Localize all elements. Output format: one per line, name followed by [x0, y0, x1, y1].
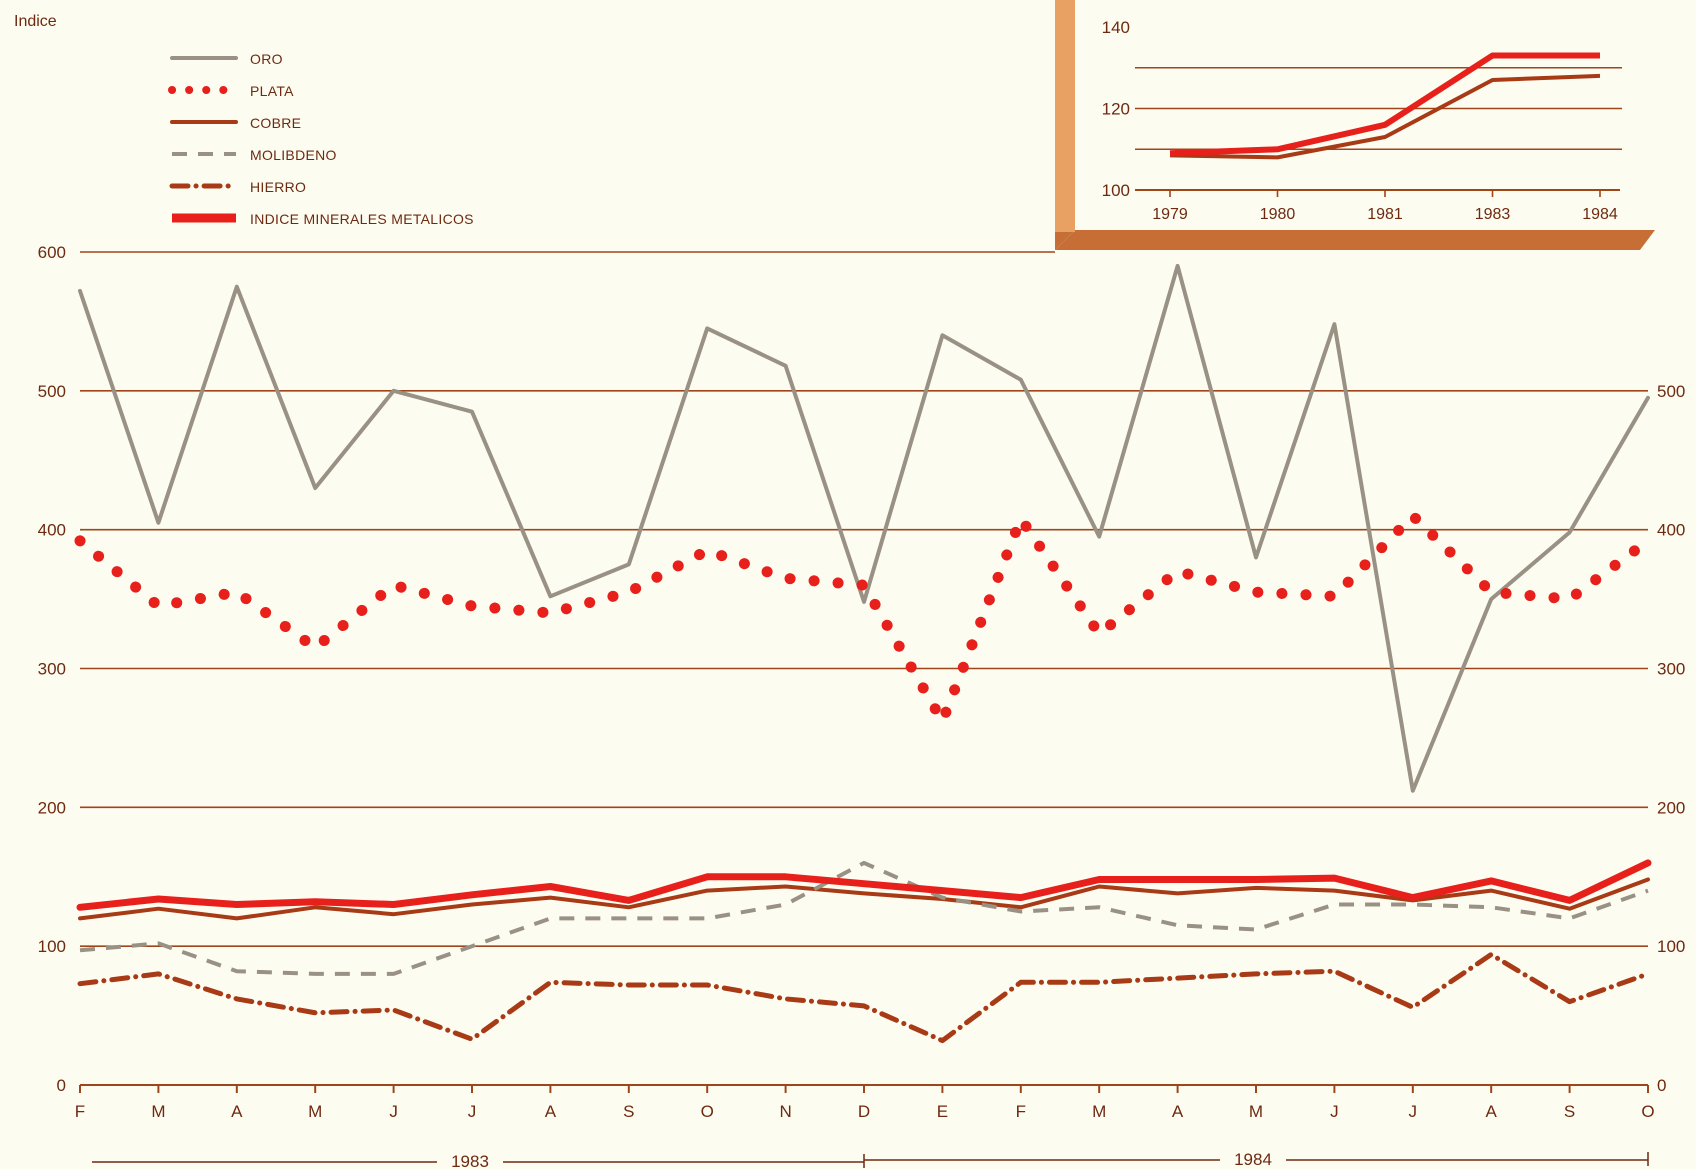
series-line-cobre: [78, 877, 1650, 921]
x-tick-label: N: [779, 1102, 791, 1121]
x-tick-label: O: [701, 1102, 714, 1121]
x-tick-label: J: [1330, 1102, 1339, 1121]
x-tick-label: J: [468, 1102, 477, 1121]
y-tick-label-left: 200: [38, 798, 66, 817]
legend-label: MOLIBDENO: [250, 147, 337, 163]
inset-x-tick-label: 1981: [1367, 206, 1403, 223]
series-line-hierro: [77, 952, 1651, 1044]
series-line-molibdeno: [79, 860, 1649, 976]
y-axis-title: Indice: [14, 13, 57, 30]
x-tick-label: F: [1016, 1102, 1026, 1121]
x-tick-label: M: [308, 1102, 322, 1121]
main-axes: F M A M J J A S O N D E F M A M J J A S O0100200300400500600…: [14, 13, 1685, 1169]
inset-x-tick-label: 1984: [1582, 206, 1618, 223]
series-line-indice-minerales-metalicos: [76, 859, 1652, 911]
inset-x-tick-label: 1980: [1260, 206, 1296, 223]
legend-label: PLATA: [250, 83, 294, 99]
x-tick-label: F: [75, 1102, 85, 1121]
x-tick-label: M: [151, 1102, 165, 1121]
inset-y-tick-label: 100: [1102, 181, 1130, 200]
x-tick-label: J: [389, 1102, 398, 1121]
year-label-1984: 1984: [1234, 1150, 1272, 1169]
inset-frame-side: [1055, 0, 1075, 232]
inset-panel: [1055, 0, 1655, 250]
inset-y-tick-label: 140: [1102, 18, 1130, 37]
x-tick-label: A: [231, 1102, 243, 1121]
year-label-1983: 1983: [451, 1152, 489, 1169]
series-line-plata: [74, 510, 1654, 727]
x-tick-label: S: [623, 1102, 634, 1121]
y-tick-label-left: 400: [38, 521, 66, 540]
x-tick-label: A: [545, 1102, 557, 1121]
x-tick-label: A: [1486, 1102, 1498, 1121]
x-tick-label: A: [1172, 1102, 1184, 1121]
inset-chart: 100 120 140 1979 1980 1981 1983 1984: [1102, 18, 1622, 223]
main-series-group: [74, 263, 1654, 1044]
inset-x-tick-label: 1979: [1152, 206, 1188, 223]
x-tick-label: O: [1641, 1102, 1654, 1121]
y-tick-label-right: 400: [1657, 521, 1685, 540]
legend-label: HIERRO: [250, 179, 306, 195]
y-tick-label-right: 500: [1657, 382, 1685, 401]
legend-label: INDICE MINERALES METALICOS: [250, 211, 474, 227]
y-tick-label-left: 500: [38, 382, 66, 401]
y-tick-label-left: 600: [38, 243, 66, 262]
x-tick-label: M: [1092, 1102, 1106, 1121]
x-tick-label: J: [1409, 1102, 1418, 1121]
legend-label: ORO: [250, 51, 283, 67]
legend: ORO PLATA COBRE MOLIBDENO HIERRO INDICE MINER…: [168, 51, 474, 227]
x-tick-label: S: [1564, 1102, 1575, 1121]
y-tick-label-right: 100: [1657, 937, 1685, 956]
legend-label: COBRE: [250, 115, 301, 131]
y-tick-label-right: 200: [1657, 798, 1685, 817]
y-tick-label-left: 0: [57, 1076, 66, 1095]
series-line-oro: [78, 263, 1650, 793]
x-tick-label: E: [937, 1102, 948, 1121]
y-tick-label-left: 300: [38, 660, 66, 679]
y-tick-label-right: 0: [1657, 1076, 1666, 1095]
inset-y-tick-label: 120: [1102, 100, 1130, 119]
inset-frame-bottom-edge: [1055, 230, 1655, 250]
y-tick-label-right: 300: [1657, 660, 1685, 679]
inset-x-tick-label: 1983: [1475, 206, 1511, 223]
main-gridlines: [80, 251, 1648, 947]
y-tick-label-left: 100: [38, 937, 66, 956]
inset-series-line-indice-minerales-metalicos: [1169, 52, 1600, 157]
inset-series-line-cobre: [1169, 73, 1601, 160]
x-tick-label: D: [858, 1102, 870, 1121]
x-tick-label: M: [1249, 1102, 1263, 1121]
